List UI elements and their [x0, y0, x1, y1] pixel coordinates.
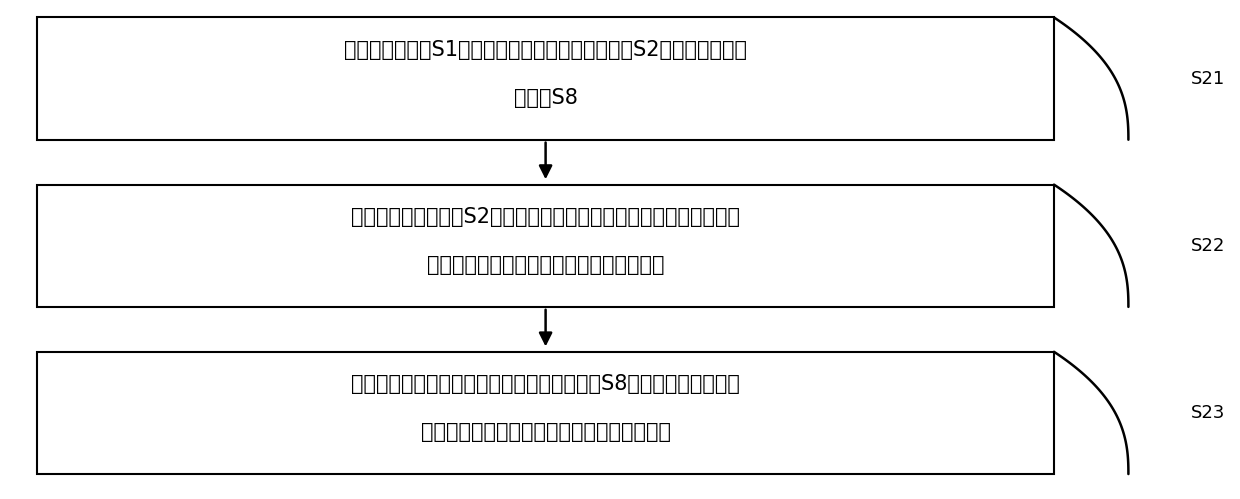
FancyBboxPatch shape [37, 352, 1054, 474]
Text: 第一部分脱硫后沼气S2和水蒸气混合后预热，然后在一级反应器中吸: 第一部分脱硫后沼气S2和水蒸气混合后预热，然后在一级反应器中吸 [351, 207, 740, 227]
Text: S21: S21 [1190, 69, 1225, 88]
Text: 重整反应的产物冷却后与第二部分脱硫后沼气S8混合，预热后在二级: 重整反应的产物冷却后与第二部分脱硫后沼气S8混合，预热后在二级 [351, 374, 740, 394]
Text: 收热能发生重整反应，生成重整反应的产物: 收热能发生重整反应，生成重整反应的产物 [427, 254, 665, 275]
FancyBboxPatch shape [37, 185, 1054, 307]
Text: 后沼气S8: 后沼气S8 [513, 87, 578, 108]
Text: 将脱硫后的沼气S1分流，分成第一部分脱硫后沼气S2和第二部分脱硫: 将脱硫后的沼气S1分流，分成第一部分脱硫后沼气S2和第二部分脱硫 [343, 39, 746, 60]
Text: S23: S23 [1190, 404, 1225, 422]
Text: 反应器中吸收热能发生重整反应，冷却后输出: 反应器中吸收热能发生重整反应，冷却后输出 [420, 422, 671, 442]
FancyBboxPatch shape [37, 17, 1054, 140]
Text: S22: S22 [1190, 237, 1225, 255]
